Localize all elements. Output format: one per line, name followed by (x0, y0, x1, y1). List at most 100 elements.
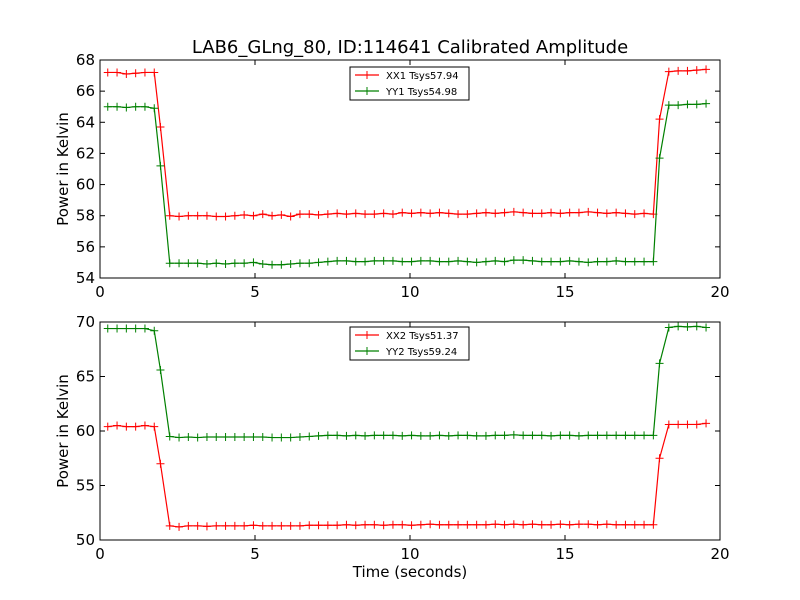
plot0-series-1-point (407, 257, 416, 266)
plot1-series-0-point (664, 420, 673, 429)
plot0-series-1-point (612, 256, 621, 265)
plot1-series-0-point (416, 520, 425, 529)
plot0-series-1-point (547, 257, 556, 266)
plot1-ytick-label: 50 (76, 531, 95, 549)
plot1-series-0-point (444, 520, 453, 529)
plot1-series-1-point (565, 431, 574, 440)
plot0-series-0-point (612, 208, 621, 217)
plot1-series-1-point (379, 431, 388, 440)
plot1-series-0-point (655, 454, 664, 463)
plot0-series-0-point (509, 207, 518, 216)
plot0-series-1-point (640, 257, 649, 266)
plot1-series-0-point (528, 520, 537, 529)
plot1-series-1-point (268, 433, 277, 442)
plot1-series-1-point (602, 431, 611, 440)
plot0-legend-marker-1 (363, 87, 371, 95)
plot1-series-0-point (379, 521, 388, 530)
plot0-ytick-label: 64 (76, 113, 95, 131)
plot0-series-1-point (295, 259, 304, 268)
plot1-series-0-point (692, 420, 701, 429)
plot1-series-0-point (463, 520, 472, 529)
plot1-series-1-point (463, 431, 472, 440)
plot1-series-0-point (574, 520, 583, 529)
plot1-series-1-point (481, 431, 490, 440)
plot0-ylabel: Power in Kelvin (54, 112, 72, 226)
plot1-series-1-point (640, 431, 649, 440)
plot0-series-1-point (621, 257, 630, 266)
plot0-series-1-point (702, 99, 711, 108)
plot0-xtick-label: 5 (250, 283, 260, 301)
plot0-series-1-point (674, 101, 683, 110)
plot0-xtick-label: 15 (555, 283, 574, 301)
plot1-ylabel: Power in Kelvin (54, 374, 72, 488)
plot1-legend-marker-1 (363, 347, 371, 355)
plot0-series-0-point (481, 208, 490, 217)
plot1-series-1-point (556, 431, 565, 440)
plot0-series-1-point (649, 257, 658, 266)
plot1-series-1-point (212, 432, 221, 441)
plot1-series-0-point (184, 521, 193, 530)
bottom-plot: 0 5 10 15 20 50 55 60 65 70 Power in Kelvin Time (s… (54, 313, 730, 581)
plot0-series-1-point (630, 257, 639, 266)
plot1-series-1-point (175, 433, 184, 442)
plot1-series-0-point (454, 520, 463, 529)
plot1-series-0-point (621, 520, 630, 529)
plot1-ytick-label: 60 (76, 422, 95, 440)
plot0-series-0-point (323, 210, 332, 219)
plot0-series-0-point (547, 208, 556, 217)
plot1-xlabel: Time (seconds) (352, 563, 468, 581)
plot1-series-1-point (314, 431, 323, 440)
plot0-ytick-label: 58 (76, 207, 95, 225)
plot1-series-0-point (249, 521, 258, 530)
figure-title: LAB6_GLng_80, ID:114641 Calibrated Ampli… (192, 37, 628, 58)
plot1-series-0-point (556, 520, 565, 529)
plot1-series-0-point (305, 521, 314, 530)
plot0-series-1-point (140, 102, 149, 111)
plot0-series-1-point (202, 259, 211, 268)
plot0-series-0-point (426, 209, 435, 218)
plot1-series-0-point (407, 521, 416, 530)
plot0-series-0-point (150, 68, 159, 77)
plot0-series-0-point (630, 210, 639, 219)
plot1-series-1-point (621, 431, 630, 440)
plot0-series-1-point (122, 103, 131, 112)
plot1-series-1-point (519, 431, 528, 440)
plot1-legend-label-0: XX2 Tsys51.37 (386, 331, 459, 342)
plot1-series-1-point (342, 431, 351, 440)
plot1-ytick-label: 55 (76, 477, 95, 495)
plot1-series-1-point (537, 431, 546, 440)
plot0-series-1-point (454, 256, 463, 265)
plot1-series-0-point (156, 459, 165, 468)
plot1-series-1-point (593, 431, 602, 440)
plot0-series-1-point (388, 256, 397, 265)
plot0-series-0-point (193, 211, 202, 220)
plot0-series-0-point (674, 66, 683, 75)
plot0-series-1-point (230, 259, 239, 268)
plot1-xtick-label: 20 (710, 545, 729, 563)
plot1-series-0-point (286, 521, 295, 530)
plot0-series-1-point (463, 257, 472, 266)
plot0-series-0-point (528, 209, 537, 218)
plot0-series-1-point (131, 102, 140, 111)
plot1-xtick-label: 15 (555, 545, 574, 563)
plot0-series-1-point (574, 257, 583, 266)
plot1-series-0-point (547, 520, 556, 529)
plot0-legend: XX1 Tsys57.94 YY1 Tsys54.98 (349, 66, 470, 101)
plot0-series-1-point (249, 258, 258, 267)
plot1-series-1-point (113, 324, 122, 333)
plot1-series-1-point (230, 432, 239, 441)
plot0-series-0-point (407, 209, 416, 218)
plot0-series-0-point (463, 210, 472, 219)
plot0-series-1-point (305, 259, 314, 268)
plot1-series-0-point (165, 521, 174, 530)
plot1-legend-label-1: YY2 Tsys59.24 (385, 347, 457, 358)
plot0-series-0-point (491, 209, 500, 218)
plot0-series-0-point (435, 208, 444, 217)
plot1-xtick-label: 10 (400, 545, 419, 563)
plot0-series-0-point (305, 210, 314, 219)
plot1-series-0-point (113, 421, 122, 430)
plot1-series-1-point (122, 324, 131, 333)
plot1-series-1-point (286, 433, 295, 442)
plot0-series-1-point (398, 257, 407, 266)
plot0-series-1-point (664, 101, 673, 110)
